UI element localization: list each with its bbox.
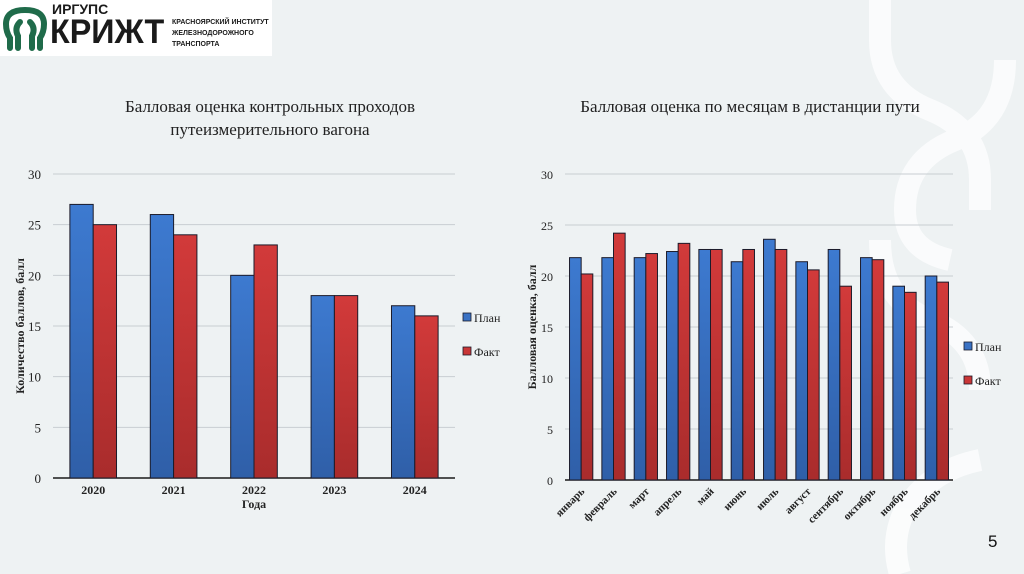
bar-plan-2023 bbox=[310, 295, 335, 479]
legend-fact-swatch bbox=[963, 375, 973, 385]
x-tick-label: июнь bbox=[721, 486, 749, 514]
x-tick-label: март bbox=[626, 485, 652, 511]
x-tick-label: июль bbox=[754, 486, 781, 513]
y-tick-label: 25 bbox=[541, 219, 553, 233]
bar-plan-август bbox=[795, 261, 808, 481]
y-tick-label: 5 bbox=[35, 420, 42, 435]
y-tick-label: 10 bbox=[541, 372, 553, 386]
bar-fact-июль bbox=[774, 248, 788, 481]
y-tick-label: 30 bbox=[28, 167, 41, 182]
x-tick-label: октябрь bbox=[841, 486, 878, 523]
x-tick-label: май bbox=[695, 485, 718, 508]
bar-plan-2020 bbox=[69, 203, 94, 479]
bar-plan-февраль bbox=[601, 257, 615, 481]
logo: ИРГУПС КРИЖТ КРАСНОЯРСКИЙ ИНСТИТУТ ЖЕЛЕЗ… bbox=[0, 0, 272, 56]
page-number: 5 bbox=[988, 532, 998, 551]
legend-plan-label: План bbox=[474, 311, 501, 325]
bar-plan-май bbox=[698, 248, 712, 481]
y-tick-label: 0 bbox=[35, 471, 42, 486]
legend-plan-swatch bbox=[462, 312, 472, 322]
bar-plan-декабрь bbox=[924, 275, 938, 481]
y-tick-label: 5 bbox=[547, 423, 553, 437]
bar-plan-2024 bbox=[390, 305, 416, 479]
right-chart-title: Балловая оценка по месяцам в дистанции п… bbox=[580, 97, 920, 116]
logo-sub-line-3: ТРАНСПОРТА bbox=[172, 41, 220, 48]
x-tick-label: февраль bbox=[581, 486, 619, 524]
y-axis-label: Балловая оценка, балл bbox=[525, 264, 539, 389]
bar-plan-октябрь bbox=[860, 257, 873, 481]
logo-sub-line-1: КРАСНОЯРСКИЙ ИНСТИТУТ bbox=[172, 19, 269, 26]
left-chart-title-line-1: Балловая оценка контрольных проходов bbox=[124, 97, 415, 116]
x-tick-label: 2023 bbox=[322, 483, 346, 497]
bar-fact-октябрь bbox=[871, 259, 885, 481]
x-tick-label: 2021 bbox=[162, 483, 186, 497]
bar-plan-март bbox=[633, 257, 647, 481]
bar-fact-январь bbox=[580, 273, 594, 481]
y-axis-label: Количество баллов, балл bbox=[13, 258, 27, 394]
bar-plan-2022 bbox=[230, 274, 255, 479]
bar-plan-сентябрь bbox=[827, 248, 841, 481]
bar-fact-2022 bbox=[253, 244, 278, 479]
bar-fact-декабрь bbox=[936, 281, 949, 481]
bar-fact-2021 bbox=[173, 234, 198, 479]
x-tick-label: август bbox=[783, 485, 814, 516]
bar-fact-ноябрь bbox=[904, 291, 917, 481]
legend-fact-label: Факт bbox=[474, 345, 500, 359]
y-tick-label: 25 bbox=[28, 218, 41, 233]
y-tick-label: 10 bbox=[28, 370, 41, 385]
bar-fact-март bbox=[645, 253, 658, 481]
bar-plan-ноябрь bbox=[892, 285, 905, 481]
bar-plan-2021 bbox=[149, 214, 175, 479]
bar-fact-2024 bbox=[414, 315, 439, 479]
y-tick-label: 15 bbox=[541, 321, 553, 335]
logo-sub-line-2: ЖЕЛЕЗНОДОРОЖНОГО bbox=[172, 30, 254, 37]
bar-fact-июнь bbox=[742, 248, 755, 481]
y-tick-label: 0 bbox=[547, 474, 553, 488]
bar-fact-август bbox=[807, 269, 820, 481]
bar-plan-апрель bbox=[666, 251, 679, 481]
bar-fact-апрель bbox=[677, 242, 691, 481]
bar-fact-2020 bbox=[92, 224, 118, 479]
left-chart-title-line-2: путеизмерительного вагона bbox=[170, 120, 370, 139]
legend-fact-label: Факт bbox=[975, 374, 1001, 388]
x-tick-label: 2024 bbox=[403, 483, 427, 497]
x-tick-label: 2020 bbox=[81, 483, 105, 497]
x-tick-label: декабрь bbox=[906, 486, 943, 523]
bar-fact-май bbox=[710, 248, 723, 481]
y-tick-label: 15 bbox=[28, 319, 41, 334]
left-chart: 0 5 10 15 20 25 30 2020 2021 2022 2023 2024 Года Коли… bbox=[13, 167, 501, 511]
x-tick-label: 2022 bbox=[242, 483, 266, 497]
bar-plan-июнь bbox=[730, 261, 744, 481]
y-tick-label: 20 bbox=[28, 268, 41, 283]
bar-plan-январь bbox=[569, 257, 582, 481]
y-tick-label: 20 bbox=[541, 270, 553, 284]
y-tick-label: 30 bbox=[541, 168, 553, 182]
legend-fact-swatch bbox=[462, 346, 472, 356]
x-axis-label: Года bbox=[242, 497, 266, 511]
bar-fact-2023 bbox=[333, 295, 359, 479]
bar-fact-февраль bbox=[613, 232, 626, 481]
x-tick-label: сентябрь bbox=[806, 486, 846, 526]
logo-emblem-icon bbox=[2, 6, 48, 51]
x-tick-label: апрель bbox=[651, 486, 684, 519]
bar-plan-июль bbox=[763, 238, 776, 481]
legend-plan-label: План bbox=[975, 340, 1002, 354]
bar-fact-сентябрь bbox=[839, 285, 852, 481]
logo-top-text: ИРГУПС bbox=[52, 1, 109, 17]
legend-plan-swatch bbox=[963, 341, 973, 351]
logo-main-text: КРИЖТ bbox=[50, 13, 165, 51]
left-chart-title: Балловая оценка контрольных проходов пут… bbox=[60, 95, 480, 141]
